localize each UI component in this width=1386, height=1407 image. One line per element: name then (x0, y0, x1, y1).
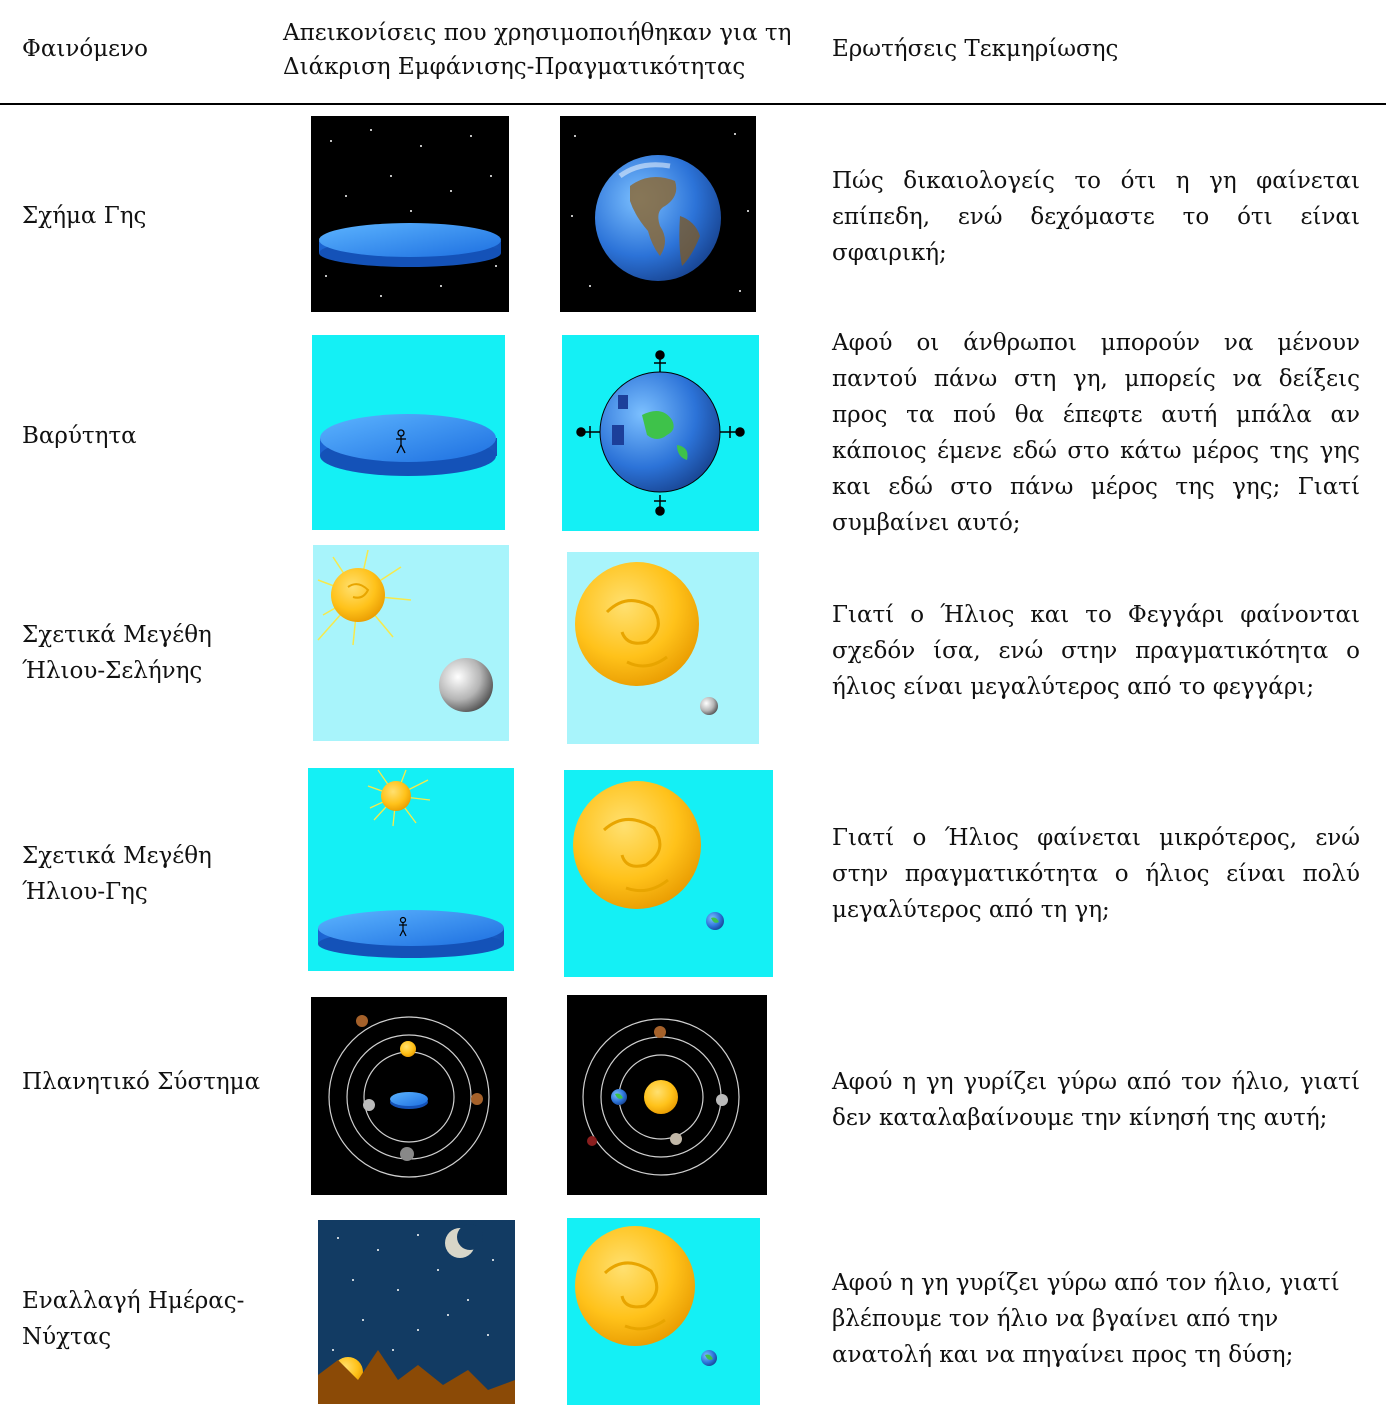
phenomenon-label: Πλανητικό Σύστημα (22, 1069, 261, 1095)
header-phenomenon: Φαινόμενο (22, 36, 148, 62)
header-divider (0, 103, 1386, 105)
phenomenon-label: Βαρύτητα (22, 423, 137, 449)
phenomenon-label: Σχετικά Μεγέθη Ήλιου-Σελήνης (22, 622, 212, 684)
small-sun-over-flat-earth-image (308, 768, 514, 971)
spherical-earth-in-space-image (560, 116, 756, 312)
flat-earth-with-person-image (312, 335, 505, 530)
header-depictions: Απεικονίσεις που χρησιμοποιήθηκαν για τη… (283, 20, 792, 80)
question-text: Αφού οι άνθρωποι μπορούν να μένουν παντο… (832, 330, 1360, 536)
question-text: Γιατί ο Ήλιος και το Φεγγάρι φαίνονται σ… (832, 602, 1360, 700)
geocentric-system-image (311, 997, 507, 1195)
large-sun-small-earth-image (564, 770, 773, 977)
sun-and-earth-image (567, 1218, 760, 1405)
large-sun-small-moon-image (567, 552, 759, 744)
night-sky-sunrise-over-mountains-image (318, 1220, 515, 1404)
question-text: Αφού η γη γυρίζει γύρω από τον ήλιο, για… (832, 1270, 1340, 1368)
phenomenon-label: Εναλλαγή Ημέρας-Νύχτας (22, 1288, 245, 1350)
question-text: Γιατί ο Ήλιος φαίνεται μικρότερος, ενώ σ… (832, 825, 1360, 923)
phenomenon-label: Σχήμα Γης (22, 203, 147, 229)
phenomenon-label: Σχετικά Μεγέθη Ήλιου-Γης (22, 843, 212, 905)
question-text: Πώς δικαιολογείς το ότι η γη φαίνεται επ… (832, 168, 1360, 266)
spherical-earth-with-people-image (562, 335, 759, 531)
question-text: Αφού η γη γυρίζει γύρω από τον ήλιο, για… (832, 1069, 1360, 1131)
sun-and-moon-similar-size-image (313, 545, 509, 741)
flat-earth-in-space-image (311, 116, 509, 312)
heliocentric-system-image (567, 995, 767, 1195)
header-questions: Ερωτήσεις Τεκμηρίωσης (832, 36, 1119, 62)
